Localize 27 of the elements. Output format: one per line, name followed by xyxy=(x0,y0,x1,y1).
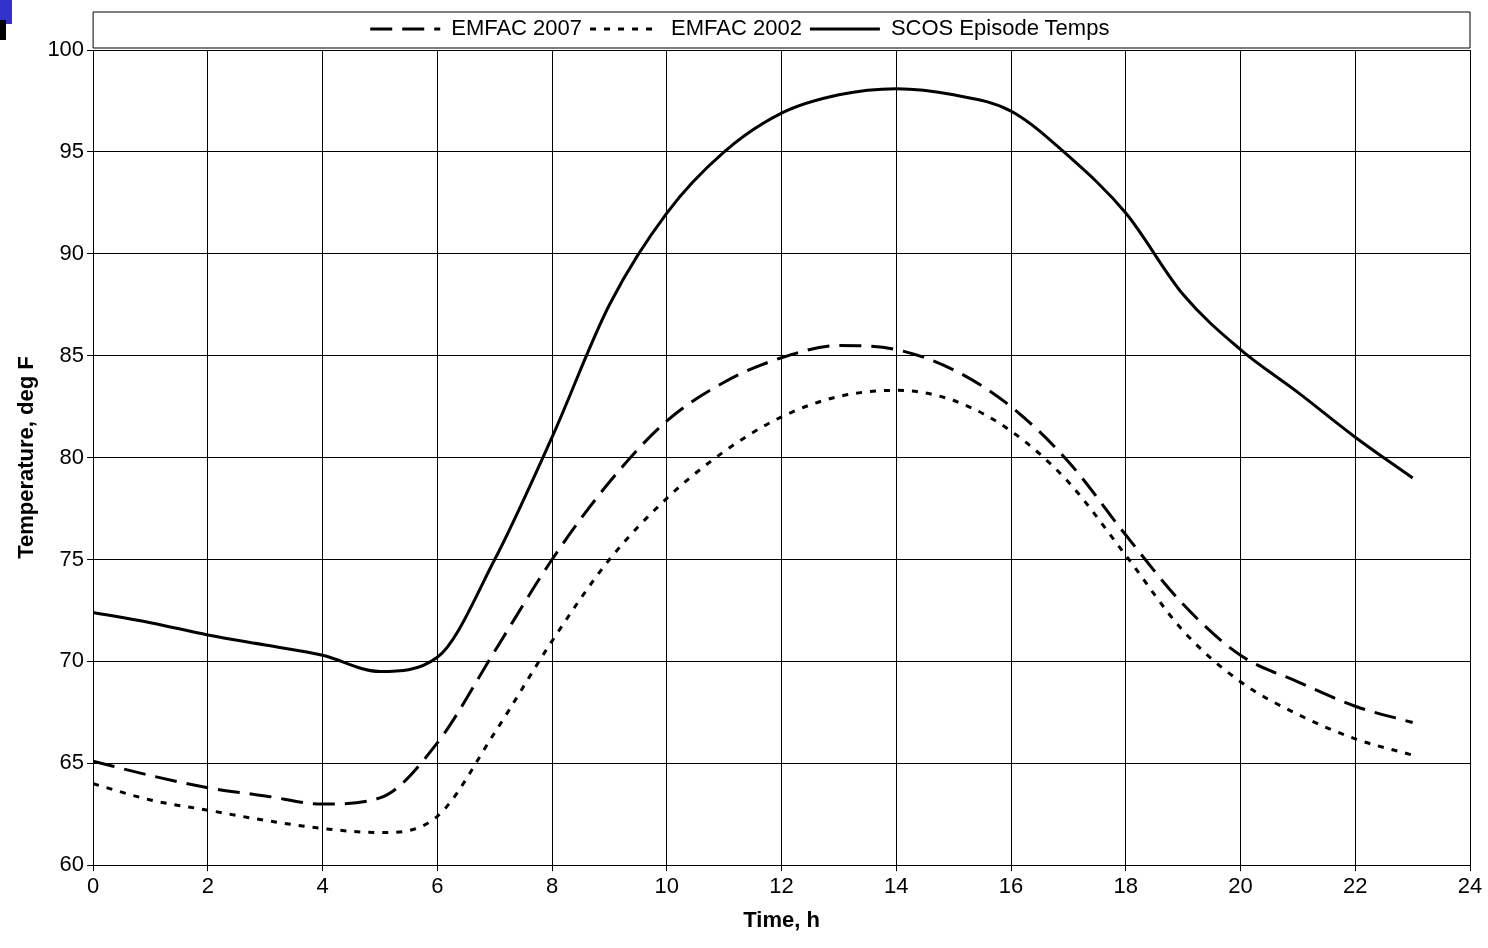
y-tick-label: 85 xyxy=(59,341,85,367)
x-tick-label: 14 xyxy=(884,873,909,899)
x-tick-label: 16 xyxy=(998,873,1024,899)
x-tick-label: 6 xyxy=(431,873,444,899)
y-tick-label: 70 xyxy=(59,647,85,673)
x-axis-title: Time, h xyxy=(743,906,820,932)
x-tick-label: 8 xyxy=(545,873,559,899)
legend-label: EMFAC 2007 xyxy=(451,15,583,41)
x-tick-label: 18 xyxy=(1113,873,1139,899)
y-tick-label: 95 xyxy=(59,137,85,163)
y-tick-label: 65 xyxy=(59,749,85,775)
y-tick-label: 100 xyxy=(47,36,85,62)
x-tick-label: 2 xyxy=(201,873,214,899)
y-tick-label: 60 xyxy=(59,851,85,877)
x-tick-label: 10 xyxy=(654,873,680,899)
x-tick-label: 12 xyxy=(769,873,794,899)
x-tick-label: 0 xyxy=(86,873,100,899)
y-tick-label: 90 xyxy=(59,239,85,265)
x-tick-label: 4 xyxy=(316,873,329,899)
x-tick-label: 24 xyxy=(1457,873,1483,899)
y-tick-label: 75 xyxy=(59,545,85,571)
y-tick-label: 80 xyxy=(59,443,85,469)
x-tick-label: 20 xyxy=(1228,873,1253,899)
legend-label: EMFAC 2002 xyxy=(671,15,802,41)
y-axis-title: Temperature, deg F xyxy=(13,356,39,559)
x-tick-label: 22 xyxy=(1343,873,1368,899)
legend-label: SCOS Episode Temps xyxy=(890,15,1110,41)
